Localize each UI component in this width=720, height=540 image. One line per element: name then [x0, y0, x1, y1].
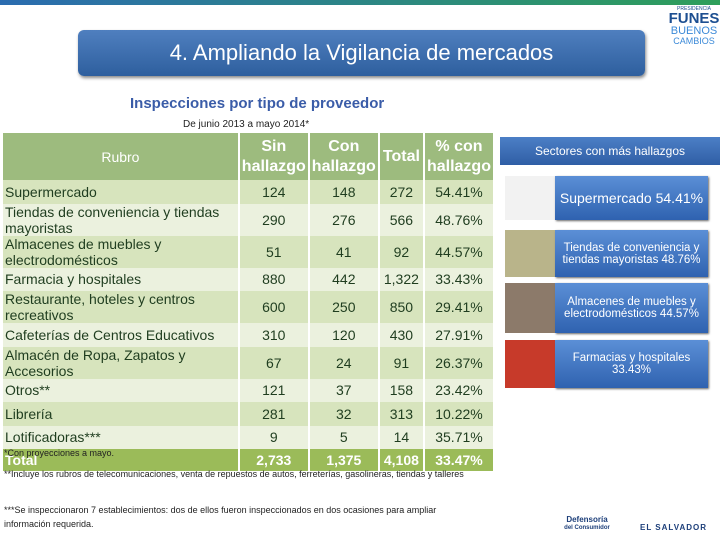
sector-image: [505, 176, 555, 220]
cell-number: 37: [308, 378, 380, 402]
footnote: ***Se inspeccionaron 7 establecimientos:…: [4, 505, 437, 529]
agency-name: Defensoría: [566, 515, 608, 524]
footnote: *Con proyecciones a mayo.: [4, 448, 115, 458]
cell-number: 250: [308, 291, 380, 323]
cell-number: 124: [238, 180, 310, 204]
table-row: Farmacia y hospitales 880 442 1,322 33.43%: [3, 267, 496, 291]
cell-number: 313: [378, 402, 425, 426]
table-row: Otros** 121 37 158 23.42%: [3, 378, 496, 402]
cell-number: 23.42%: [423, 378, 496, 402]
table-row: Librería 281 32 313 10.22%: [3, 402, 496, 426]
cell-number: 24: [308, 346, 380, 379]
cell-number: 281: [238, 402, 310, 426]
cell-number: 51: [238, 235, 310, 268]
sector-box: Almacenes de muebles y electrodomésticos…: [555, 283, 708, 333]
sector-image: [505, 283, 555, 333]
cell-number: 566: [378, 203, 425, 236]
cell-number: 430: [378, 323, 425, 347]
sectors-title: Sectores con más hallazgos: [500, 137, 720, 165]
cell-number: 442: [308, 267, 380, 291]
cell-label: Almacén de Ropa, Zapatos y Accesorios: [3, 346, 240, 379]
cell-label: Supermercado: [3, 180, 240, 204]
table-title: Inspecciones por tipo de proveedor: [130, 95, 385, 112]
sector-box: Farmacias y hospitales 33.43%: [555, 340, 708, 388]
logo-slogan: CAMBIOS: [673, 36, 715, 46]
agency-name: del Consumidor: [564, 525, 610, 531]
column-header: Total: [378, 133, 425, 180]
column-header: Rubro: [3, 133, 240, 180]
agency-logo: Defensoría del Consumidor: [557, 515, 617, 533]
cell-number: 41: [308, 235, 380, 268]
table-row: Lotificadoras*** 9 5 14 35.71%: [3, 425, 496, 449]
cell-number: 5: [308, 425, 380, 449]
table-row: Tiendas de conveniencia y tiendas mayori…: [3, 203, 496, 236]
data-table: Rubro Sin hallazgo Con hallazgo Total% con …: [3, 133, 496, 471]
cell-number: 92: [378, 235, 425, 268]
cell-number: 290: [238, 203, 310, 236]
cell-number: 850: [378, 291, 425, 323]
total-cell: 33.47%: [423, 449, 496, 471]
table-row: Restaurante, hoteles y centros recreativ…: [3, 291, 496, 323]
footnote: **Incluye los rubros de telecomunicacion…: [4, 469, 464, 479]
column-header: % con hallazgo: [423, 133, 496, 180]
cell-number: 91: [378, 346, 425, 379]
cell-number: 48.76%: [423, 203, 496, 236]
cell-number: 33.43%: [423, 267, 496, 291]
cell-number: 32: [308, 402, 380, 426]
cell-number: 276: [308, 203, 380, 236]
cell-number: 44.57%: [423, 235, 496, 268]
cell-number: 310: [238, 323, 310, 347]
sector-box: Supermercado 54.41%: [555, 176, 708, 220]
cell-label: Cafeterías de Centros Educativos: [3, 323, 240, 347]
cell-number: 10.22%: [423, 402, 496, 426]
logo: PRESIDENCIA FUNES BUENOS CAMBIOS: [668, 6, 720, 46]
table-row: Almacenes de muebles y electrodomésticos…: [3, 235, 496, 268]
table-row: Cafeterías de Centros Educativos 310 120 43…: [3, 323, 496, 347]
column-header: Con hallazgo: [308, 133, 380, 180]
cell-number: 880: [238, 267, 310, 291]
cell-number: 600: [238, 291, 310, 323]
logo-slogan: BUENOS: [670, 25, 718, 37]
top-stripe: [0, 0, 720, 5]
country-logo: EL SALVADOR: [640, 523, 708, 532]
cell-number: 54.41%: [423, 180, 496, 204]
cell-number: 1,322: [378, 267, 425, 291]
cell-number: 158: [378, 378, 425, 402]
sector-box: Tiendas de conveniencia y tiendas mayori…: [555, 230, 708, 277]
cell-number: 9: [238, 425, 310, 449]
cell-label: Otros**: [3, 378, 240, 402]
cell-number: 67: [238, 346, 310, 379]
total-cell: 4,108: [378, 449, 425, 471]
table-row: Supermercado 124 148 272 54.41%: [3, 180, 496, 204]
cell-number: 14: [378, 425, 425, 449]
logo-top: PRESIDENCIA: [677, 6, 711, 12]
sector-image: [505, 230, 555, 277]
cell-label: Librería: [3, 402, 240, 426]
total-cell: 1,375: [308, 449, 380, 471]
cell-number: 121: [238, 378, 310, 402]
logo-name: FUNES: [668, 10, 720, 27]
cell-number: 27.91%: [423, 323, 496, 347]
cell-number: 26.37%: [423, 346, 496, 379]
cell-label: Restaurante, hoteles y centros recreativ…: [3, 291, 240, 323]
total-cell: 2,733: [238, 449, 310, 471]
slide-title: 4. Ampliando la Vigilancia de mercados: [78, 30, 645, 76]
total-cell: Total: [3, 449, 240, 471]
cell-number: 148: [308, 180, 380, 204]
cell-number: 120: [308, 323, 380, 347]
table-period: De junio 2013 a mayo 2014*: [183, 119, 310, 130]
cell-label: Farmacia y hospitales: [3, 267, 240, 291]
total-row: Total 2,733 1,375 4,108 33.47%: [3, 449, 496, 471]
cell-number: 272: [378, 180, 425, 204]
header-row: Rubro Sin hallazgo Con hallazgo Total% con …: [3, 133, 496, 180]
cell-label: Lotificadoras***: [3, 425, 240, 449]
sector-image: [505, 340, 555, 388]
column-header: Sin hallazgo: [238, 133, 310, 180]
table-row: Almacén de Ropa, Zapatos y Accesorios 67 2…: [3, 346, 496, 379]
cell-number: 35.71%: [423, 425, 496, 449]
cell-label: Tiendas de conveniencia y tiendas mayori…: [3, 203, 240, 236]
cell-number: 29.41%: [423, 291, 496, 323]
cell-label: Almacenes de muebles y electrodomésticos: [3, 235, 240, 268]
